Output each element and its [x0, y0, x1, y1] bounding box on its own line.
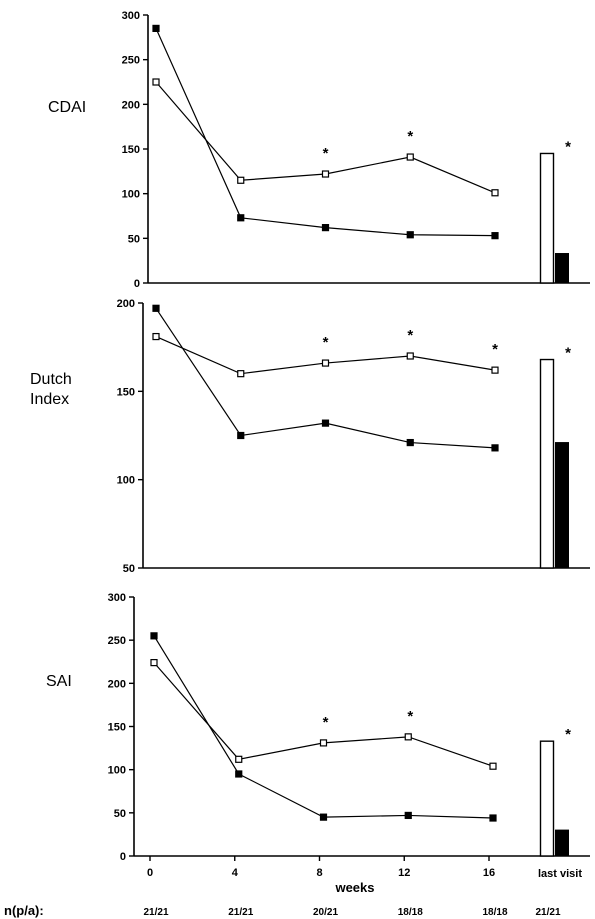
filled-point: [237, 214, 245, 222]
significance-star: *: [565, 726, 571, 743]
significance-star: *: [323, 714, 329, 731]
panel-1: 0 50 100 150 200 250 300 CDAI * * *: [48, 10, 590, 290]
open-point: [235, 755, 243, 763]
n-row-value: 21/21: [228, 907, 253, 918]
n-row-value: 21/21: [143, 907, 168, 918]
y-tick-label: 300: [108, 592, 126, 604]
filled-point: [406, 231, 414, 239]
filled-point: [491, 444, 499, 452]
y-tick-label: 200: [122, 99, 140, 111]
last-visit-filled-bar: [555, 442, 569, 569]
last-visit-open-bar: [539, 152, 555, 284]
y-tick-label: 100: [122, 189, 140, 201]
n-row-value: 21/21: [535, 907, 560, 918]
filled-point: [489, 814, 497, 822]
filled-point: [152, 24, 160, 32]
significance-star: *: [407, 128, 413, 145]
open-point: [150, 659, 158, 667]
filled-point: [235, 770, 243, 778]
open-point: [152, 332, 160, 341]
y-tick-label: 0: [134, 278, 140, 290]
open-point: [489, 762, 497, 770]
last-visit-open-bar: [539, 358, 555, 569]
open-point: [406, 153, 414, 161]
n-row-value: 18/18: [482, 907, 507, 918]
x-tick-label: 16: [483, 867, 495, 879]
series-line: [155, 307, 496, 449]
y-tick-label: 150: [108, 722, 126, 734]
significance-star: *: [407, 708, 413, 725]
y-tick-label: 50: [114, 808, 126, 820]
y-tick-label: 150: [117, 386, 135, 398]
filled-point: [152, 304, 160, 312]
panel-label: Dutch: [30, 371, 72, 388]
filled-point: [237, 431, 245, 440]
y-tick-label: 100: [108, 765, 126, 777]
y-tick-label: 50: [128, 233, 140, 245]
y-tick-label: 50: [123, 563, 135, 575]
last-visit-label: last visit: [538, 868, 582, 880]
open-point: [152, 78, 160, 86]
filled-point: [406, 438, 414, 447]
y-tick-label: 200: [108, 678, 126, 690]
open-point: [321, 170, 330, 178]
open-point: [404, 733, 412, 741]
x-tick-label: 0: [147, 867, 153, 879]
panel-label: SAI: [46, 673, 72, 690]
filled-point: [321, 224, 330, 232]
panel-label: Index: [30, 391, 69, 408]
n-row-value: 18/18: [398, 907, 423, 918]
filled-point: [321, 419, 330, 427]
x-tick-label: 8: [316, 867, 322, 879]
y-tick-label: 100: [117, 475, 135, 487]
y-tick-label: 250: [108, 635, 126, 647]
significance-star: *: [407, 327, 413, 344]
series-line: [155, 28, 496, 237]
n-row-label: n(p/a):: [4, 903, 44, 918]
y-tick-label: 0: [120, 851, 126, 863]
significance-star: *: [565, 138, 571, 155]
x-tick-label: 4: [232, 867, 239, 879]
significance-star: *: [323, 145, 329, 162]
open-point: [237, 176, 245, 184]
open-point: [321, 359, 330, 367]
x-axis-label: weeks: [334, 880, 374, 895]
filled-point: [319, 813, 328, 821]
y-tick-label: 250: [122, 55, 140, 67]
open-point: [237, 370, 245, 378]
open-point: [491, 366, 499, 374]
n-row-value: 20/21: [313, 907, 338, 918]
panel-3: 0 50 100 150 200 250 300 SAI * * *: [46, 592, 590, 863]
filled-point: [404, 811, 412, 820]
last-visit-filled-bar: [555, 253, 569, 284]
filled-point: [491, 232, 499, 240]
y-tick-label: 300: [122, 10, 140, 22]
x-tick-label: 12: [398, 867, 410, 879]
panel-2: 50 100 150 200 Dutch Index * * * *: [30, 298, 590, 575]
open-point: [319, 739, 328, 747]
y-tick-label: 200: [117, 298, 135, 310]
panel-label: CDAI: [48, 99, 86, 116]
y-tick-label: 150: [122, 144, 140, 156]
significance-star: *: [323, 334, 329, 351]
open-point: [491, 189, 499, 197]
filled-point: [150, 632, 158, 640]
last-visit-open-bar: [539, 740, 555, 857]
open-point: [406, 352, 414, 360]
last-visit-filled-bar: [555, 829, 569, 857]
significance-star: *: [565, 345, 571, 362]
significance-star: *: [492, 341, 498, 358]
